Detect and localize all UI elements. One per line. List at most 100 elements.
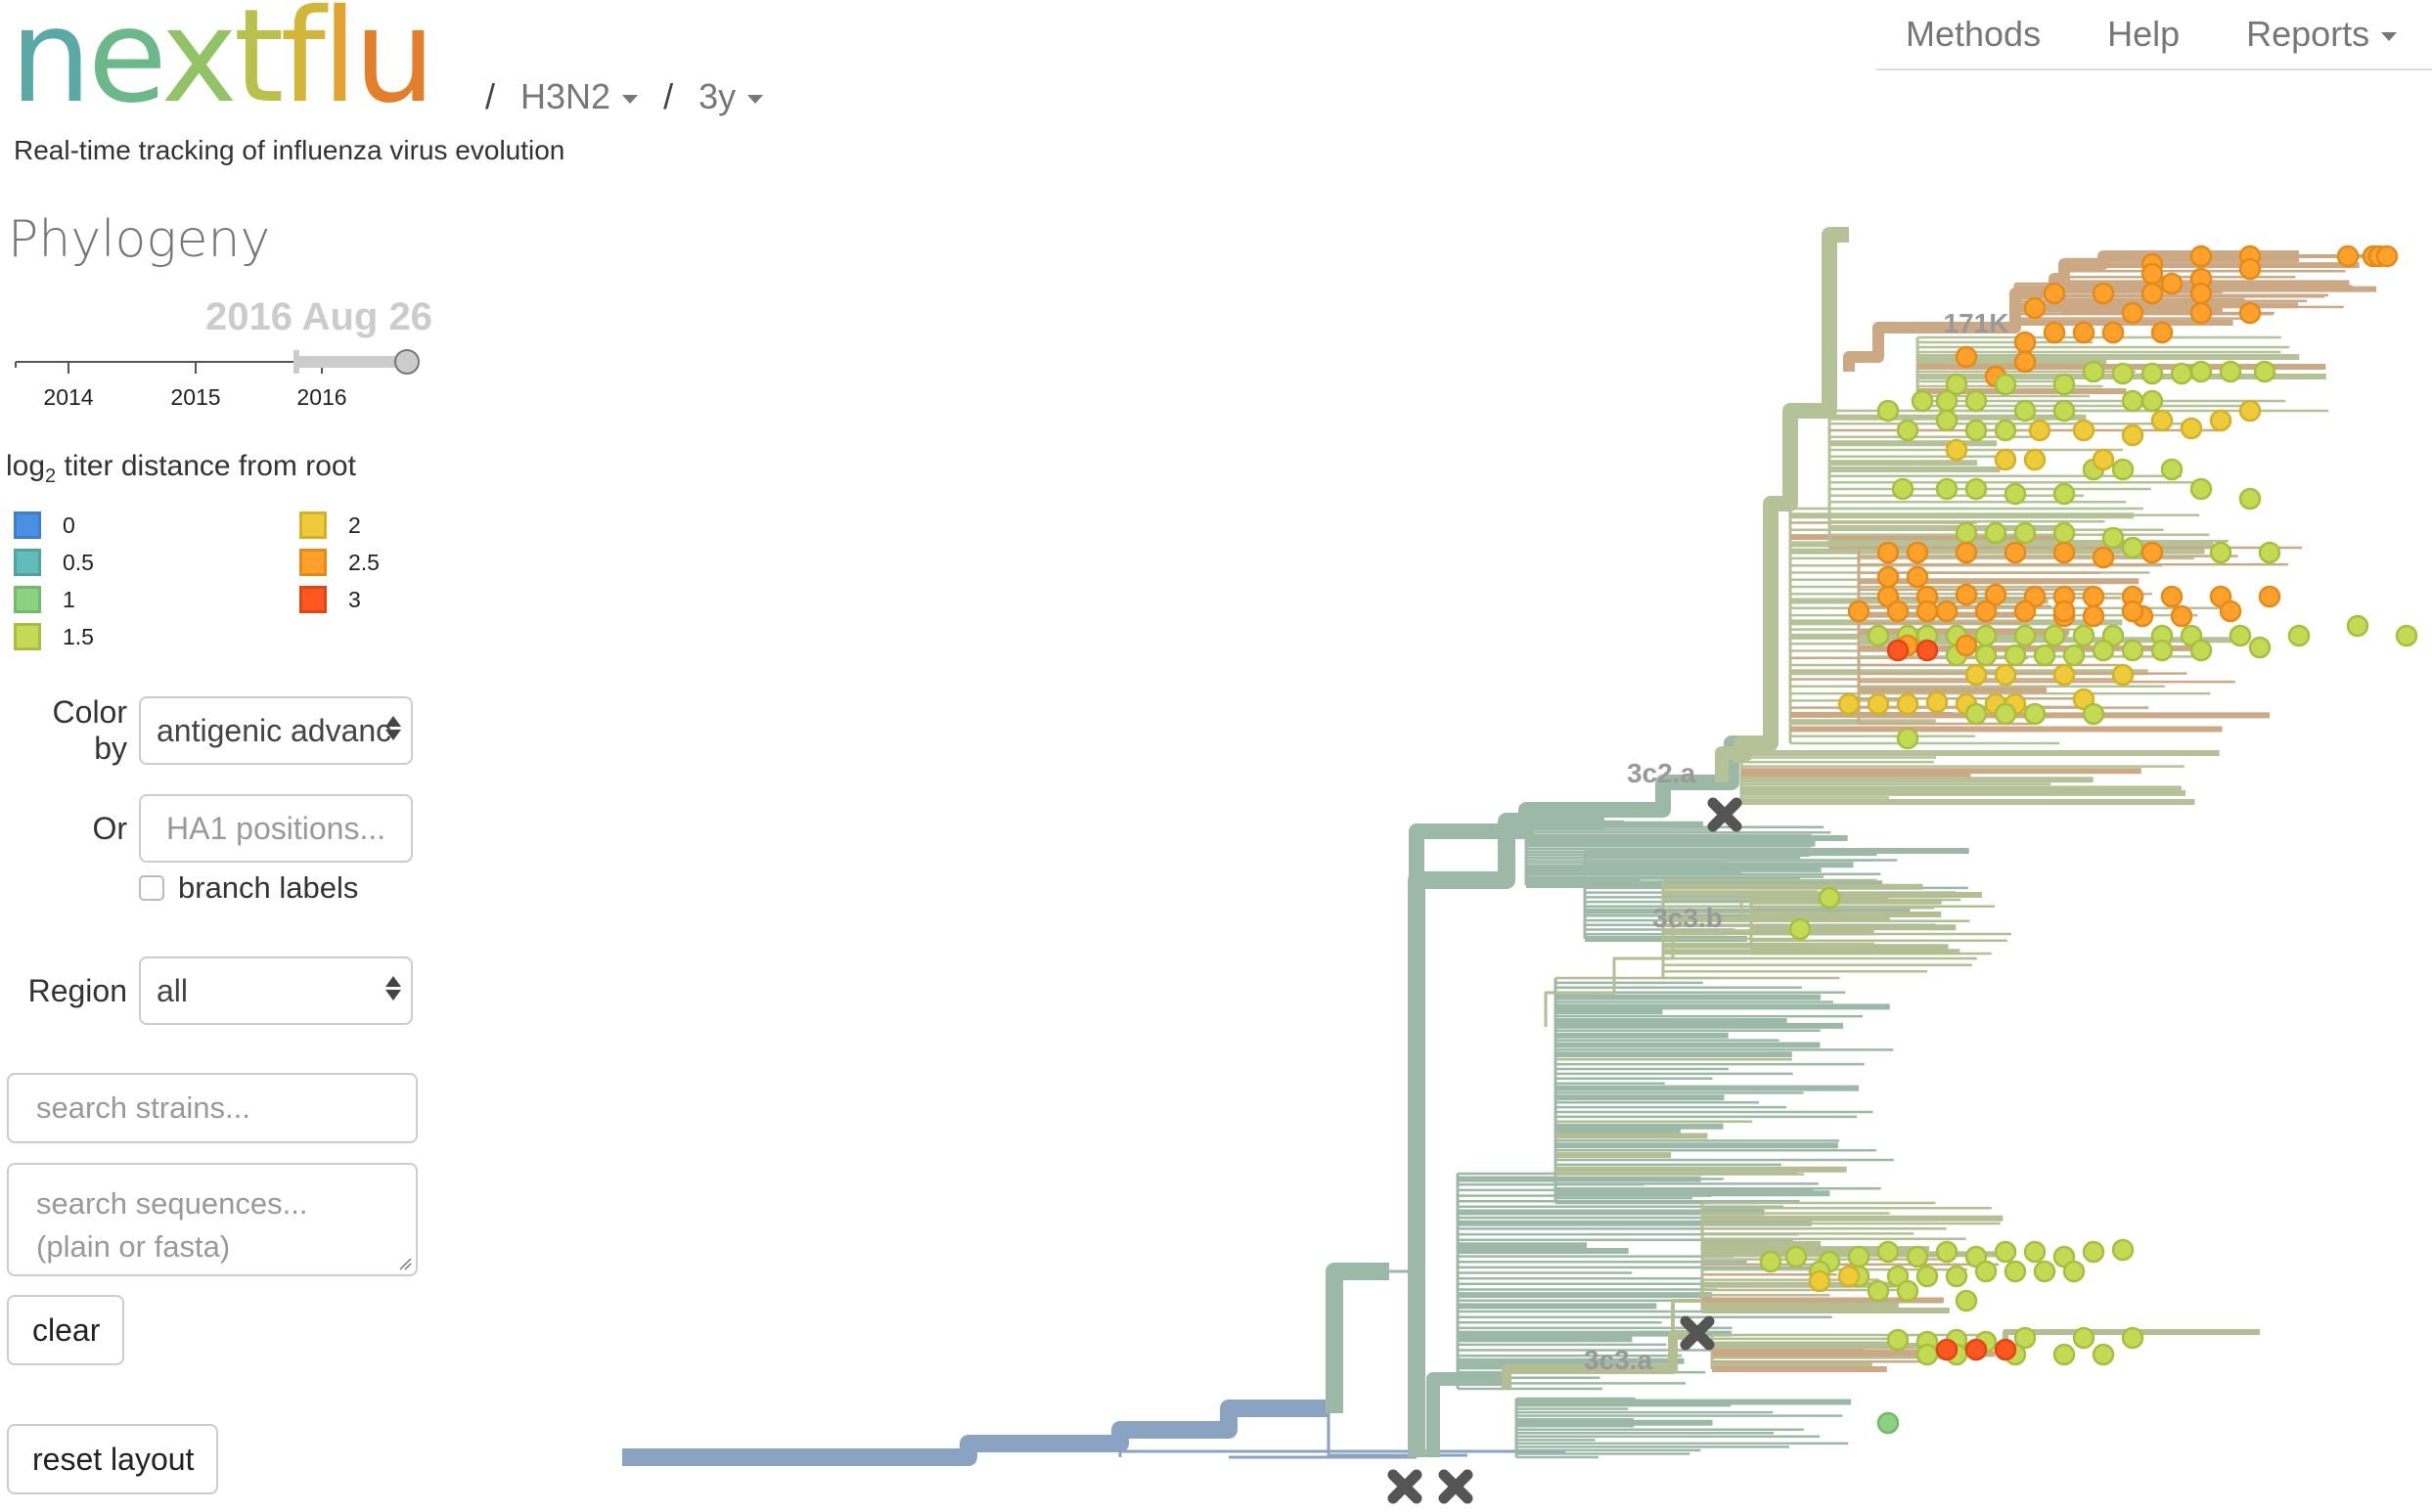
tip-node[interactable] (1984, 583, 2007, 606)
tip-node[interactable] (2092, 282, 2115, 305)
resolution-dropdown[interactable]: 3y (698, 76, 764, 117)
tip-node[interactable] (2052, 600, 2076, 623)
tip-node[interactable] (2238, 487, 2262, 511)
tip-node[interactable] (2052, 399, 2076, 422)
tip-node[interactable] (1876, 565, 1900, 589)
tip-node[interactable] (2082, 604, 2105, 628)
tip-node[interactable] (1906, 541, 1929, 564)
tip-node[interactable] (1955, 634, 1978, 657)
tip-node[interactable] (1964, 1338, 1988, 1361)
tip-node[interactable] (1994, 448, 2017, 471)
tip-node[interactable] (1784, 1245, 1808, 1268)
tip-node[interactable] (2013, 624, 2037, 647)
tip-node[interactable] (2170, 362, 2193, 385)
tip-node[interactable] (2052, 482, 2076, 506)
tip-node[interactable] (2258, 585, 2281, 608)
tip-node[interactable] (1876, 541, 1900, 564)
tip-node[interactable] (2189, 282, 2213, 305)
tip-node[interactable] (2229, 624, 2252, 647)
tip-node[interactable] (2052, 541, 2076, 564)
tip-node[interactable] (1876, 1240, 1900, 1264)
tip-node[interactable] (1837, 692, 1861, 716)
tip-node[interactable] (1974, 1260, 1998, 1283)
tip-node[interactable] (2111, 458, 2135, 481)
tip-node[interactable] (2189, 245, 2213, 268)
tip-node[interactable] (1935, 1338, 1959, 1361)
tip-node[interactable] (2189, 639, 2213, 662)
legend-item[interactable]: 1 (14, 586, 75, 613)
tip-node[interactable] (1964, 663, 1988, 687)
search-sequences-textarea[interactable]: search sequences... (plain or fasta) (7, 1163, 418, 1276)
tip-node[interactable] (1896, 1279, 1919, 1303)
tip-node[interactable] (1867, 1279, 1890, 1303)
nav-help[interactable]: Help (2107, 14, 2180, 55)
tip-node[interactable] (2092, 639, 2115, 662)
tip-node[interactable] (2150, 321, 2174, 344)
tip-node[interactable] (1964, 389, 1988, 413)
tip-node[interactable] (2043, 321, 2066, 344)
tip-node[interactable] (2033, 1260, 2056, 1283)
tip-node[interactable] (1911, 389, 1934, 413)
tip-node[interactable] (2140, 262, 2164, 286)
tip-node[interactable] (2062, 1260, 2086, 1283)
tip-node[interactable] (1788, 917, 1812, 941)
tip-node[interactable] (2140, 541, 2164, 564)
tip-node[interactable] (2028, 419, 2051, 442)
tip-node[interactable] (2023, 1240, 2047, 1264)
tip-node[interactable] (2121, 600, 2144, 623)
tip-node[interactable] (1876, 399, 1900, 422)
legend-item[interactable]: 2.5 (299, 549, 380, 576)
branch-labels-checkbox[interactable] (139, 875, 164, 901)
tip-node[interactable] (1808, 1269, 1831, 1293)
tip-node[interactable] (1935, 477, 1959, 501)
nav-methods[interactable]: Methods (1906, 14, 2041, 55)
tip-node[interactable] (2287, 624, 2311, 647)
tip-node[interactable] (2238, 257, 2262, 281)
tip-node[interactable] (2219, 600, 2242, 623)
tip-node[interactable] (1906, 1245, 1929, 1268)
tip-node[interactable] (2023, 296, 2047, 320)
tip-node[interactable] (1886, 639, 1910, 662)
tip-node[interactable] (2150, 409, 2174, 432)
tip-node[interactable] (1994, 1240, 2017, 1264)
tip-node[interactable] (2072, 419, 2095, 442)
tip-node[interactable] (1915, 639, 1939, 662)
tip-node[interactable] (2072, 624, 2095, 647)
tip-node[interactable] (1945, 1265, 1968, 1288)
tip-node[interactable] (2346, 614, 2369, 638)
tip-node[interactable] (2111, 1238, 2135, 1262)
tip-node[interactable] (2238, 399, 2262, 422)
nav-reports[interactable]: Reports (2246, 14, 2398, 55)
tip-node[interactable] (1974, 600, 1998, 623)
color-by-select[interactable]: antigenic advanc (139, 696, 413, 765)
tip-node[interactable] (1915, 1265, 1939, 1288)
tip-node[interactable] (1896, 419, 1919, 442)
tip-node[interactable] (1984, 521, 2007, 545)
tip-node[interactable] (2111, 362, 2135, 385)
tip-node[interactable] (2140, 282, 2164, 305)
tip-node[interactable] (1867, 692, 1890, 716)
tip-node[interactable] (1847, 1245, 1870, 1268)
legend-item[interactable]: 0 (14, 511, 75, 539)
tip-node[interactable] (1935, 409, 1959, 432)
tip-node[interactable] (2121, 1326, 2144, 1350)
tip-node[interactable] (2062, 644, 2086, 667)
tip-node[interactable] (1915, 600, 1939, 623)
tip-node[interactable] (1867, 624, 1890, 647)
tip-node[interactable] (2160, 585, 2184, 608)
legend-item[interactable]: 3 (299, 586, 361, 613)
tip-node[interactable] (1935, 1240, 1959, 1264)
tip-node[interactable] (1935, 600, 1959, 623)
tip-node[interactable] (2121, 423, 2144, 447)
tip-node[interactable] (2033, 644, 2056, 667)
tip-node[interactable] (1896, 692, 1919, 716)
tip-node[interactable] (2189, 477, 2213, 501)
tip-node[interactable] (2092, 546, 2115, 569)
tip-node[interactable] (2121, 536, 2144, 559)
tip-node[interactable] (1974, 644, 1998, 667)
tip-node[interactable] (2004, 541, 2027, 564)
region-select[interactable]: all (139, 956, 413, 1025)
tip-node[interactable] (2082, 702, 2105, 726)
tip-node[interactable] (2013, 600, 2037, 623)
